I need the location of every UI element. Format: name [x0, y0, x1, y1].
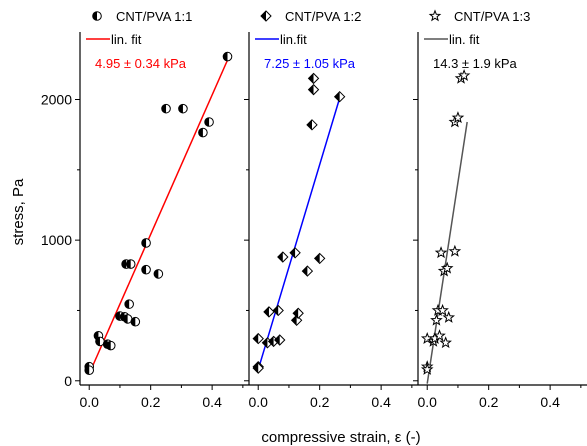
data-point-panel-2 [289, 247, 301, 259]
slope-label: 4.95 ± 0.34 kPa [95, 56, 187, 71]
data-point-panel-2 [274, 334, 286, 346]
legend-fit-label: lin. fit [449, 32, 480, 47]
x-tick-label: 0.0 [417, 394, 437, 410]
data-point-panel-1 [222, 51, 233, 62]
x-tick-label: 0.4 [540, 394, 560, 410]
fit-line-panel-1 [88, 59, 229, 375]
x-axis-title: compressive strain, ε (-) [261, 429, 420, 446]
fit-lines-layer [88, 59, 468, 384]
data-point-panel-3 [442, 310, 456, 323]
legend-fit-label: lin. fit [111, 32, 142, 47]
data-point-panel-1 [141, 238, 151, 248]
data-point-panel-2 [333, 90, 346, 103]
data-point-panel-1 [178, 103, 188, 114]
data-point-panel-1 [141, 264, 151, 275]
x-tick-label: 0.4 [202, 394, 222, 410]
legend-series-label: CNT/PVA 1:3 [454, 9, 530, 24]
x-tick-label: 0.2 [479, 394, 499, 410]
data-point-panel-2 [307, 83, 320, 96]
data-point-panel-2 [307, 72, 320, 85]
data-point-panel-2 [306, 119, 318, 131]
data-point-panel-2 [252, 362, 264, 374]
x-tick-label: 0.2 [310, 394, 330, 410]
slope-label: 7.25 ± 1.05 kPa [264, 56, 356, 71]
data-point-panel-1 [122, 314, 133, 324]
legend-series-label: CNT/PVA 1:2 [285, 9, 361, 24]
legend-marker-panel-3 [428, 9, 442, 22]
legend-series-label: CNT/PVA 1:1 [116, 9, 192, 24]
x-tick-label: 0.0 [79, 394, 99, 410]
legend-marker-panel-2 [260, 10, 272, 22]
data-point-panel-3 [451, 111, 465, 124]
data-point-panel-2 [301, 265, 314, 277]
data-point-panel-3 [420, 362, 434, 375]
data-point-panel-2 [313, 252, 326, 265]
data-point-panel-3 [434, 246, 448, 259]
data-point-panel-3 [433, 329, 446, 342]
axes-layer: 0.0 0.2 0.4 0 1000 2000 0.0 0.2 0.4 0.0 0.2 0.4 [41, 32, 587, 410]
slope-label: 14.3 ± 1.9 kPa [433, 56, 518, 71]
data-point-panel-3 [457, 68, 471, 81]
data-point-panel-3 [439, 336, 452, 349]
data-point-panel-1 [130, 316, 141, 327]
data-point-panel-1 [161, 103, 171, 114]
legend-layer: CNT/PVA 1:1 lin. fit 4.95 ± 0.34 kPa CNT/PV… [86, 9, 530, 71]
data-point-panel-3 [448, 244, 462, 257]
data-point-panel-1 [198, 127, 208, 138]
data-point-panel-1 [153, 269, 164, 279]
x-tick-label: 0.4 [371, 394, 391, 410]
data-point-panel-1 [84, 365, 95, 376]
data-point-panel-2 [277, 251, 289, 263]
legend-fit-label: lin.fit [280, 32, 307, 47]
points-layer [84, 51, 471, 376]
data-point-panel-1 [105, 340, 116, 351]
x-tick-label: 0.0 [248, 394, 268, 410]
data-point-panel-2 [263, 306, 275, 318]
legend-marker-panel-1 [92, 11, 102, 21]
y-tick-label: 0 [64, 373, 72, 389]
data-point-panel-2 [272, 304, 284, 317]
fit-line-panel-2 [257, 97, 341, 370]
data-point-panel-3 [440, 261, 454, 274]
y-axis-title: stress, Pa [10, 178, 27, 245]
x-tick-label: 0.2 [141, 394, 161, 410]
data-point-panel-2 [292, 307, 304, 319]
data-point-panel-3 [430, 313, 443, 326]
data-point-panel-2 [252, 332, 264, 345]
data-point-panel-1 [125, 259, 136, 269]
data-point-panel-1 [124, 299, 134, 309]
y-tick-label: 2000 [41, 92, 72, 108]
data-point-panel-3 [436, 303, 449, 316]
data-point-panel-1 [204, 117, 214, 127]
y-tick-label: 1000 [41, 232, 72, 248]
